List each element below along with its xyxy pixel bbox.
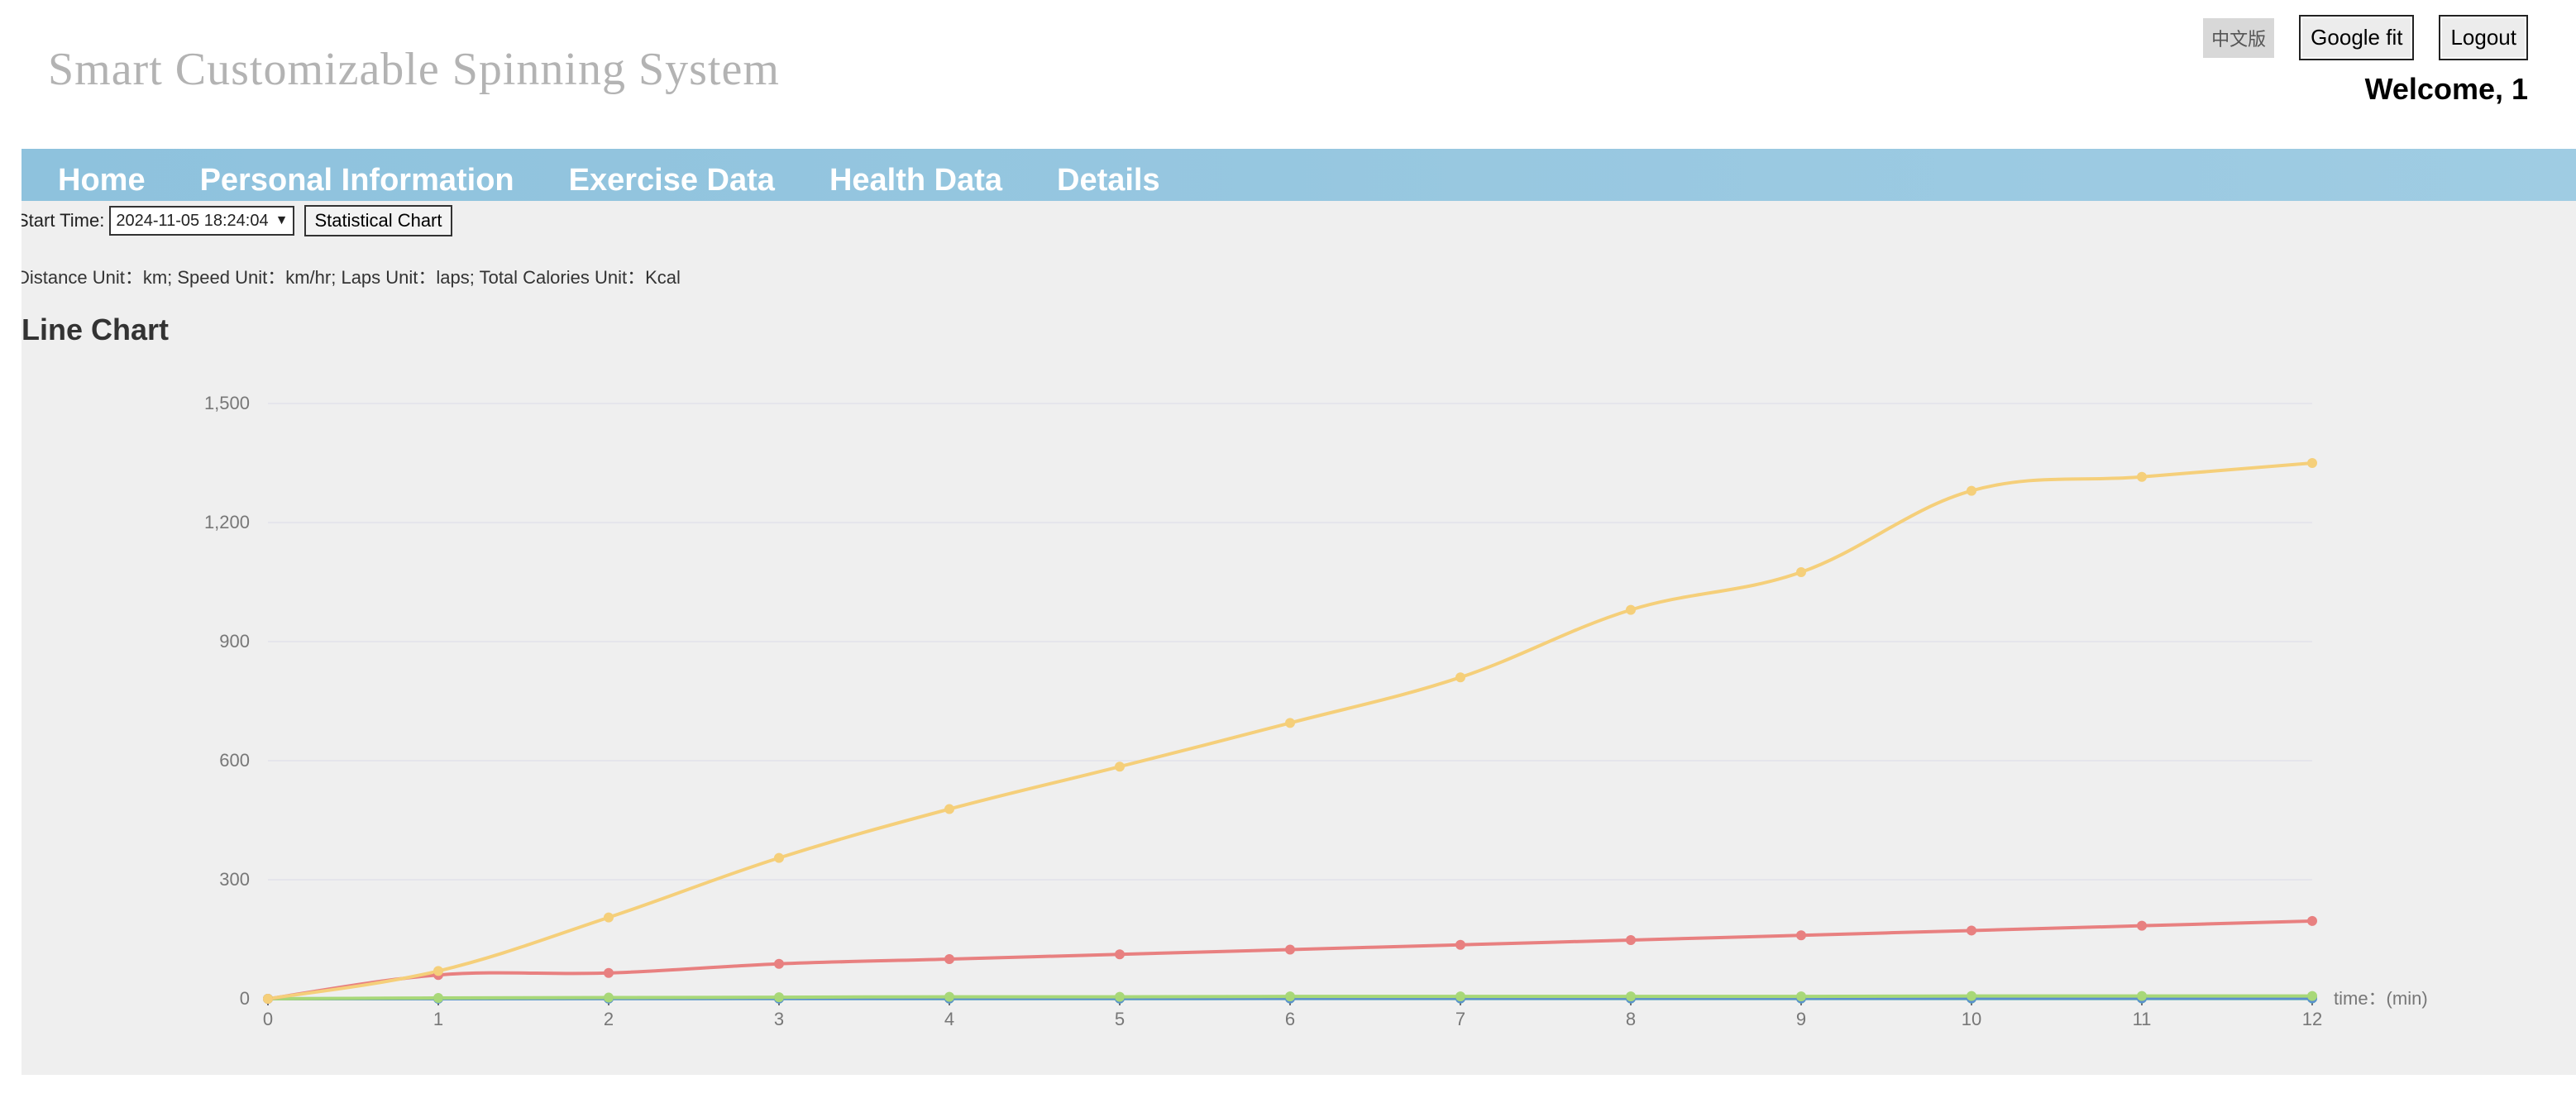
chevron-down-icon: ▼ [275, 213, 289, 227]
data-point [1967, 925, 1976, 936]
start-time-value: 2024-11-05 18:24:04 [116, 211, 269, 230]
data-point [1285, 718, 1295, 728]
data-point [1626, 991, 1636, 1002]
data-point [1626, 934, 1636, 945]
data-point [1115, 991, 1125, 1002]
x-tick-label: 4 [944, 1009, 954, 1029]
data-point [263, 994, 273, 1004]
series-line [267, 919, 2313, 1000]
data-point [433, 993, 443, 1004]
x-tick-label: 1 [433, 1009, 443, 1029]
data-point [1455, 939, 1465, 950]
logout-button[interactable]: Logout [2439, 15, 2528, 60]
chart-points [263, 458, 2317, 1004]
data-point [1455, 672, 1465, 683]
google-fit-button[interactable]: Google fit [2299, 15, 2415, 60]
nav-item-personal-information[interactable]: Personal Information [199, 163, 514, 198]
data-point [604, 967, 614, 978]
start-time-label: Start Time: [22, 210, 105, 231]
x-tick-label: 6 [1285, 1009, 1295, 1029]
content-panel: Start Time: 2024-11-05 18:24:04 ▼ Statis… [22, 201, 2576, 1075]
nav-item-exercise-data[interactable]: Exercise Data [568, 163, 775, 198]
language-toggle-button[interactable]: 中文版 [2203, 17, 2275, 58]
data-point [1967, 991, 1976, 1001]
x-tick-label: 8 [1626, 1009, 1636, 1029]
x-tick-label: 12 [2302, 1009, 2322, 1029]
y-tick-label: 1,200 [204, 512, 250, 532]
header-actions: 中文版 Google fit Logout Welcome, 1 [2203, 15, 2528, 107]
data-point [774, 852, 784, 863]
x-tick-label: 11 [2133, 1009, 2152, 1029]
data-point [2307, 991, 2317, 1001]
statistical-chart-button[interactable]: Statistical Chart [304, 205, 452, 236]
data-point [1115, 761, 1125, 772]
main-nav: Home Personal Information Exercise Data … [22, 149, 2576, 201]
y-tick-label: 600 [219, 750, 250, 771]
x-tick-label: 2 [604, 1009, 614, 1029]
data-point [604, 992, 614, 1003]
start-time-row: Start Time: 2024-11-05 18:24:04 ▼ Statis… [22, 205, 452, 236]
data-point [774, 958, 784, 969]
units-info: Distance Unit：km; Speed Unit：km/hr; Laps… [22, 267, 681, 288]
data-point [1115, 949, 1125, 960]
data-point [1455, 991, 1465, 1002]
page-title: Smart Customizable Spinning System [48, 44, 780, 95]
data-point [2137, 920, 2147, 931]
data-point [1967, 485, 1976, 496]
data-point [604, 912, 614, 923]
data-point [1796, 930, 1806, 941]
data-point [433, 966, 443, 976]
start-time-select[interactable]: 2024-11-05 18:24:04 ▼ [109, 206, 295, 236]
data-point [1285, 991, 1295, 1002]
data-point [1626, 604, 1636, 615]
x-tick-label: 0 [263, 1009, 273, 1029]
data-point [1285, 944, 1295, 955]
series-line [267, 461, 2313, 1000]
nav-item-health-data[interactable]: Health Data [829, 163, 1002, 198]
data-point [2307, 915, 2317, 926]
data-point [2137, 991, 2147, 1001]
x-tick-label: 10 [1962, 1009, 1981, 1029]
nav-item-home[interactable]: Home [58, 163, 146, 198]
y-tick-label: 300 [219, 869, 250, 890]
chart-grid [268, 403, 2312, 881]
welcome-message: Welcome, 1 [2364, 72, 2528, 106]
x-tick-label: 9 [1796, 1009, 1806, 1029]
x-axis-label: time：(min) [2334, 988, 2428, 1009]
y-tick-label: 900 [219, 631, 250, 652]
data-point [944, 991, 954, 1002]
y-tick-label: 1,500 [204, 393, 250, 413]
data-point [774, 992, 784, 1003]
x-tick-label: 7 [1455, 1009, 1465, 1029]
data-point [1796, 567, 1806, 577]
x-tick-label: 5 [1115, 1009, 1125, 1029]
data-point [944, 804, 954, 814]
chart-series [267, 461, 2313, 1000]
chart-heading: Line Chart [22, 313, 170, 346]
data-point [944, 954, 954, 964]
nav-item-details[interactable]: Details [1057, 163, 1160, 198]
data-point [2307, 458, 2317, 468]
data-point [1796, 991, 1806, 1002]
x-tick-label: 3 [774, 1009, 784, 1029]
y-tick-label: 0 [240, 988, 250, 1009]
data-point [2137, 471, 2147, 482]
